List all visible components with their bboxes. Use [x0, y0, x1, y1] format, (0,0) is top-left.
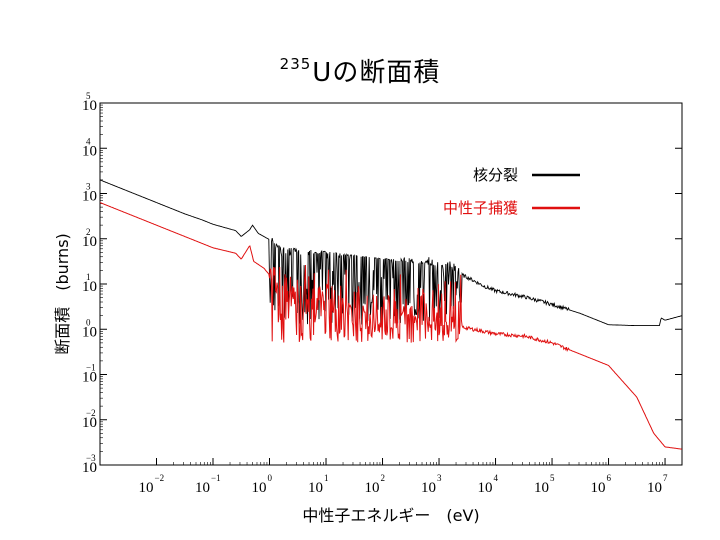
- axis-ticks: [100, 102, 682, 466]
- x-tick-exponent: 6: [607, 473, 612, 483]
- x-tick-exponent: 1: [324, 473, 329, 483]
- x-tick-label: 10: [252, 480, 267, 496]
- y-tick-exponent: 5: [86, 91, 91, 101]
- y-axis-label: 断面積 (burns): [53, 233, 72, 355]
- x-tick-label: 10: [308, 480, 323, 496]
- x-tick-label: 10: [195, 480, 210, 496]
- legend-label: 中性子捕獲: [443, 199, 518, 217]
- series-line-0: [99, 179, 682, 327]
- x-tick-label: 10: [647, 480, 662, 496]
- y-tick-exponent: −3: [86, 453, 96, 463]
- y-tick-label: 10: [82, 370, 97, 386]
- x-tick-label: 10: [478, 480, 493, 496]
- x-tick-label: 10: [421, 480, 436, 496]
- x-axis-label: 中性子エネルギー (eV): [302, 506, 479, 525]
- x-tick-exponent: 4: [494, 473, 499, 483]
- x-tick-exponent: 7: [663, 473, 668, 483]
- y-tick-label: 10: [82, 189, 97, 205]
- legend-label: 核分裂: [473, 166, 518, 184]
- title-text: Uの断面積: [312, 58, 441, 88]
- x-tick-label: 10: [591, 480, 606, 496]
- y-tick-exponent: 2: [86, 227, 91, 237]
- x-tick-label: 10: [534, 480, 549, 496]
- y-tick-label: 10: [82, 98, 97, 114]
- y-tick-exponent: 1: [86, 272, 91, 282]
- y-tick-exponent: 0: [86, 317, 91, 327]
- y-tick-exponent: 4: [86, 136, 91, 146]
- y-tick-label: 10: [82, 415, 97, 431]
- x-tick-exponent: 2: [381, 473, 386, 483]
- x-tick-exponent: −2: [155, 473, 165, 483]
- y-tick-exponent: −2: [86, 408, 96, 418]
- x-tick-exponent: 0: [268, 473, 273, 483]
- y-tick-exponent: −1: [86, 363, 96, 373]
- y-tick-label: 10: [82, 460, 97, 476]
- series-line-1: [99, 202, 682, 450]
- x-tick-exponent: 5: [550, 473, 555, 483]
- x-tick-label: 10: [139, 480, 154, 496]
- y-tick-label: 10: [82, 279, 97, 295]
- y-tick-exponent: 3: [86, 182, 91, 192]
- x-tick-exponent: 3: [437, 473, 442, 483]
- y-tick-label: 10: [82, 143, 97, 159]
- y-tick-label: 10: [82, 234, 97, 250]
- chart-title: 235Uの断面積: [0, 52, 720, 89]
- title-superscript: 235: [279, 55, 312, 73]
- x-tick-exponent: −1: [211, 473, 221, 483]
- series-layer: [99, 179, 682, 450]
- x-tick-label: 10: [365, 480, 380, 496]
- y-tick-label: 10: [82, 324, 97, 340]
